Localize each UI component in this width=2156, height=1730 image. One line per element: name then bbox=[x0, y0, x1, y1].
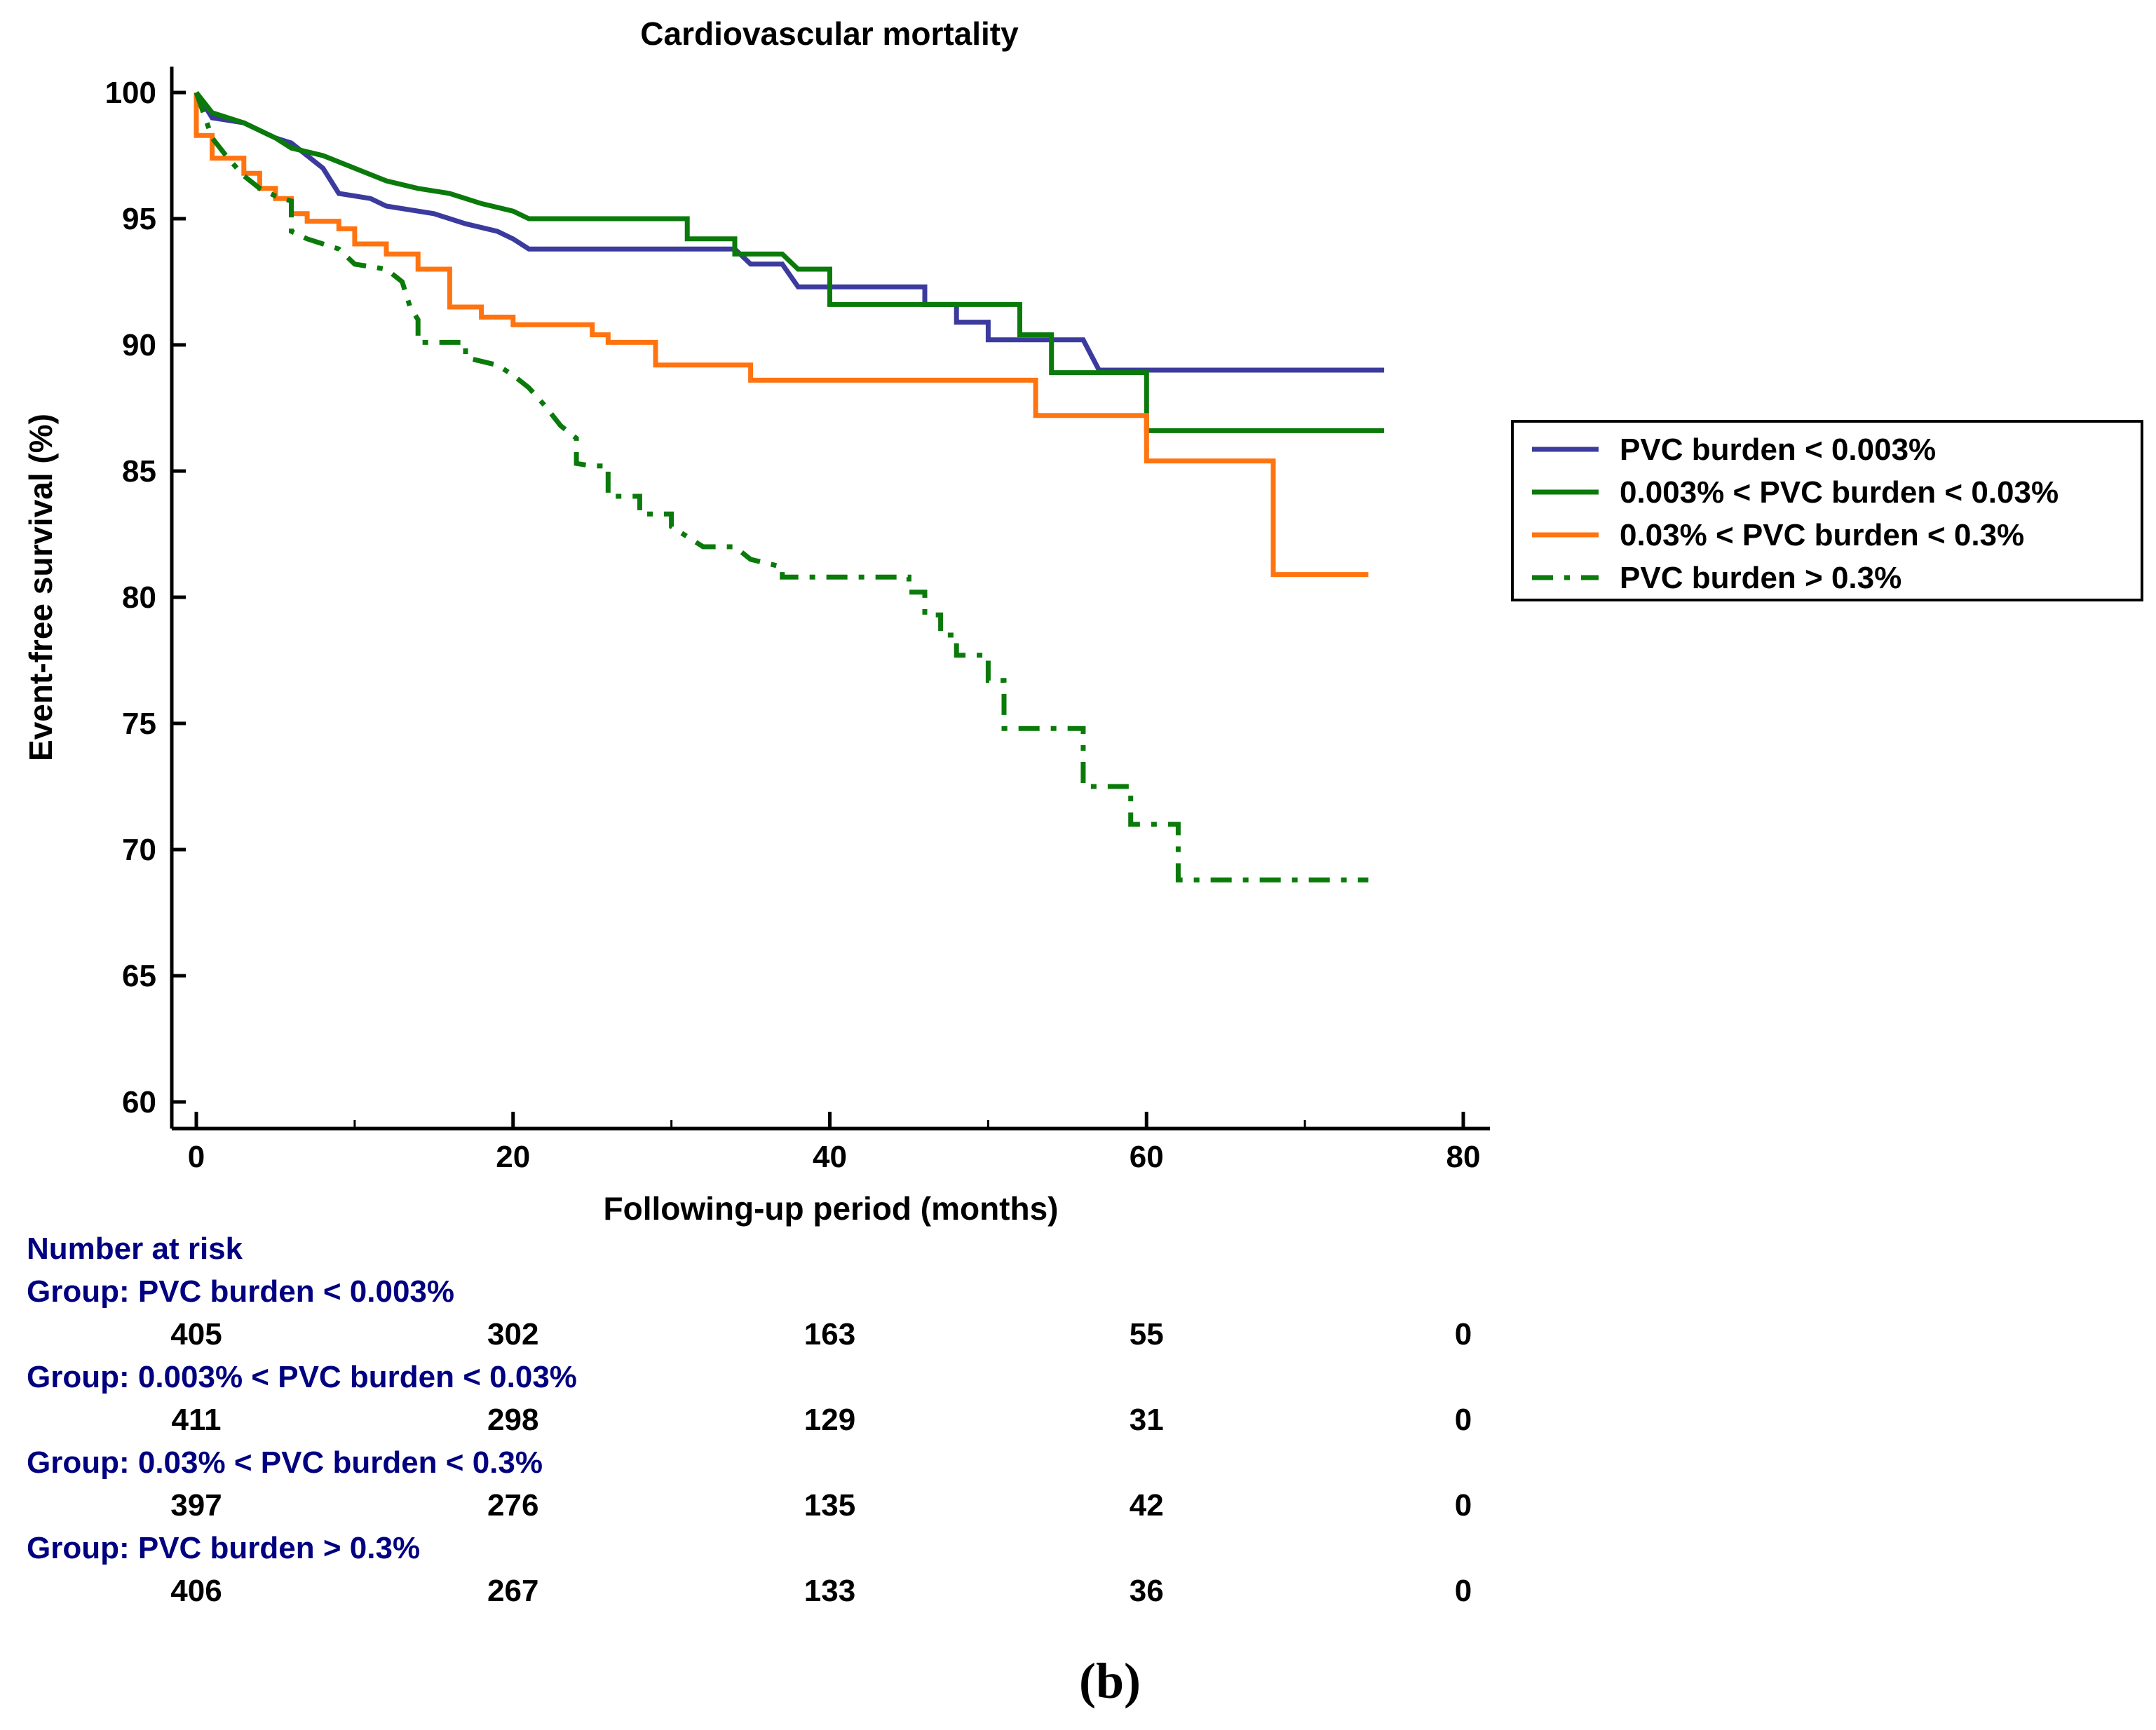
risk-count: 302 bbox=[487, 1317, 538, 1351]
risk-count: 31 bbox=[1130, 1403, 1164, 1437]
risk-table-title: Number at risk bbox=[27, 1232, 243, 1266]
y-tick-label: 90 bbox=[122, 328, 156, 362]
y-tick-label: 100 bbox=[105, 76, 156, 110]
risk-group-label-3: Group: 0.03% < PVC burden < 0.3% bbox=[27, 1445, 543, 1480]
survival-curve-4 bbox=[194, 91, 1369, 883]
y-ticks: 100 95 90 85 80 75 70 65 60 bbox=[105, 76, 186, 1119]
legend: PVC burden < 0.003% 0.003% < PVC burden <… bbox=[1511, 420, 2143, 601]
legend-box bbox=[1511, 420, 2143, 601]
survival-curve-1 bbox=[194, 91, 1385, 373]
survival-curve-2 bbox=[194, 90, 1385, 433]
survival-curves bbox=[194, 90, 1385, 883]
y-tick-label: 75 bbox=[122, 707, 156, 741]
x-tick-label: 60 bbox=[1130, 1140, 1164, 1174]
y-tick-label: 80 bbox=[122, 580, 156, 615]
legend-label-2: 0.003% < PVC burden < 0.03% bbox=[1620, 475, 2059, 510]
y-tick-label: 70 bbox=[122, 833, 156, 867]
y-axis-label: Event-free survival (%) bbox=[22, 414, 59, 761]
risk-count: 135 bbox=[804, 1488, 855, 1523]
y-tick-label: 95 bbox=[122, 202, 156, 236]
risk-count: 42 bbox=[1130, 1488, 1164, 1523]
risk-count: 411 bbox=[172, 1403, 222, 1437]
risk-count: 298 bbox=[487, 1403, 538, 1437]
chart-title: Cardiovascular mortality bbox=[640, 15, 1019, 52]
x-tick-label: 0 bbox=[188, 1140, 205, 1174]
risk-count: 0 bbox=[1455, 1317, 1472, 1351]
survival-curve-3 bbox=[194, 93, 1369, 578]
panel-label: (b) bbox=[1079, 1653, 1141, 1709]
legend-label-4: PVC burden > 0.3% bbox=[1620, 561, 1901, 595]
risk-count: 405 bbox=[170, 1317, 222, 1351]
risk-count: 163 bbox=[804, 1317, 855, 1351]
risk-count: 133 bbox=[804, 1574, 855, 1608]
x-ticks: 0 20 40 60 80 bbox=[188, 1112, 1481, 1174]
number-at-risk-table: Number at risk Group: PVC burden < 0.003… bbox=[27, 1232, 1472, 1608]
legend-label-1: PVC burden < 0.003% bbox=[1620, 433, 1936, 467]
risk-count: 0 bbox=[1455, 1403, 1472, 1437]
risk-group-label-1: Group: PVC burden < 0.003% bbox=[27, 1274, 454, 1309]
risk-count: 129 bbox=[804, 1403, 855, 1437]
risk-count: 276 bbox=[487, 1488, 538, 1523]
risk-group-label-2: Group: 0.003% < PVC burden < 0.03% bbox=[27, 1360, 577, 1394]
risk-count: 55 bbox=[1130, 1317, 1164, 1351]
risk-count: 0 bbox=[1455, 1574, 1472, 1608]
risk-count: 0 bbox=[1455, 1488, 1472, 1523]
legend-label-3: 0.03% < PVC burden < 0.3% bbox=[1620, 518, 2024, 552]
y-tick-label: 65 bbox=[122, 959, 156, 993]
risk-group-label-4: Group: PVC burden > 0.3% bbox=[27, 1531, 420, 1565]
risk-count: 406 bbox=[170, 1574, 222, 1608]
x-tick-label: 40 bbox=[813, 1140, 847, 1174]
risk-count: 397 bbox=[170, 1488, 222, 1523]
x-tick-label: 80 bbox=[1446, 1140, 1481, 1174]
risk-count: 36 bbox=[1130, 1574, 1164, 1608]
y-tick-label: 60 bbox=[122, 1085, 156, 1119]
y-tick-label: 85 bbox=[122, 454, 156, 489]
plot-axes bbox=[170, 67, 1490, 1131]
x-tick-label: 20 bbox=[496, 1140, 530, 1174]
risk-count: 267 bbox=[487, 1574, 538, 1608]
x-axis-label: Following-up period (months) bbox=[604, 1190, 1059, 1227]
